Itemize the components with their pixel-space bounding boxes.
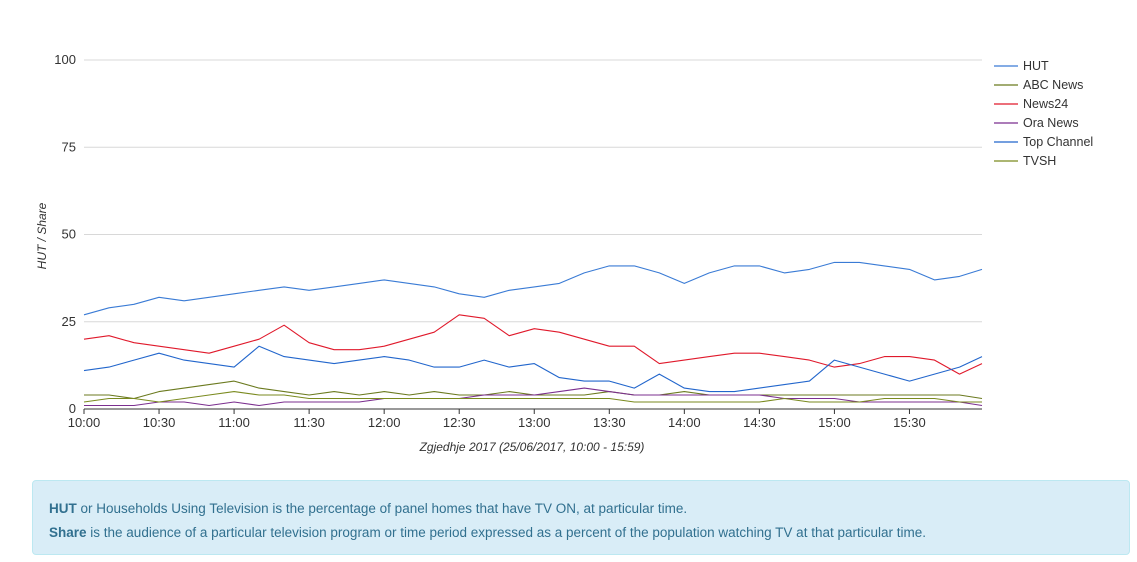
hut-term: HUT [49,501,77,516]
share-term: Share [49,525,87,540]
x-tick-label: 13:00 [518,415,551,430]
legend-item: TVSH [994,154,1056,168]
x-tick-label: 10:00 [68,415,101,430]
x-tick-label: 12:30 [443,415,476,430]
x-tick-label: 15:30 [893,415,926,430]
series-line-tvsh [83,391,982,403]
series-line-ora-news [84,387,983,407]
x-axis-title: Zgjedhje 2017 (25/06/2017, 10:00 - 15:59… [419,440,645,454]
series-line-top-channel [83,345,983,393]
hut-definition: HUT or Households Using Television is th… [49,497,1113,521]
x-tick-label: 13:30 [593,415,626,430]
line-chart: 0 25 50 75 100 10:00 10:30 11:00 11:30 12:00 12:3… [35,52,1093,454]
y-tick-labels: 0 25 50 75 100 [54,52,76,416]
y-tick-label: 50 [62,227,76,242]
y-tick-label: 100 [54,52,76,67]
legend-item: ABC News [994,78,1083,92]
x-tick-label: 15:00 [818,415,851,430]
legend-label: Ora News [1023,116,1079,130]
legend: HUT ABC News News24 Ora News Top Channel TVSH [994,59,1093,168]
x-tick-label: 14:00 [668,415,701,430]
y-axis-title: HUT / Share [35,202,49,269]
series-line-abc-news [84,380,983,400]
y-tick-label: 75 [62,139,76,154]
x-tick-label: 10:30 [143,415,176,430]
share-description: is the audience of a particular televisi… [86,525,926,540]
x-tick-label: 12:00 [368,415,401,430]
legend-item: News24 [994,97,1068,111]
chart-container: 0 25 50 75 100 10:00 10:30 11:00 11:30 12:00 12:3… [35,52,1093,454]
info-panel: HUT or Households Using Television is th… [32,480,1130,555]
x-tick-labels: 10:00 10:30 11:00 11:30 12:00 12:30 13:00 13:30… [68,409,926,430]
series-line-news24 [83,314,983,375]
share-definition: Share is the audience of a particular te… [49,521,1113,545]
series-line-hut [83,261,983,316]
hut-description: or Households Using Television is the pe… [76,501,688,516]
grid-lines [84,59,982,323]
legend-item: Ora News [994,116,1079,130]
series-lines [83,261,983,407]
legend-item: HUT [994,59,1049,73]
legend-label: TVSH [1023,154,1056,168]
y-tick-label: 25 [62,314,76,329]
legend-label: ABC News [1023,78,1083,92]
x-tick-label: 11:30 [293,415,325,430]
x-tick-label: 14:30 [743,415,776,430]
y-tick-label: 0 [69,401,76,416]
x-tick-label: 11:00 [218,415,250,430]
legend-item: Top Channel [994,135,1093,149]
legend-label: HUT [1023,59,1049,73]
legend-label: Top Channel [1023,135,1093,149]
legend-label: News24 [1023,97,1068,111]
